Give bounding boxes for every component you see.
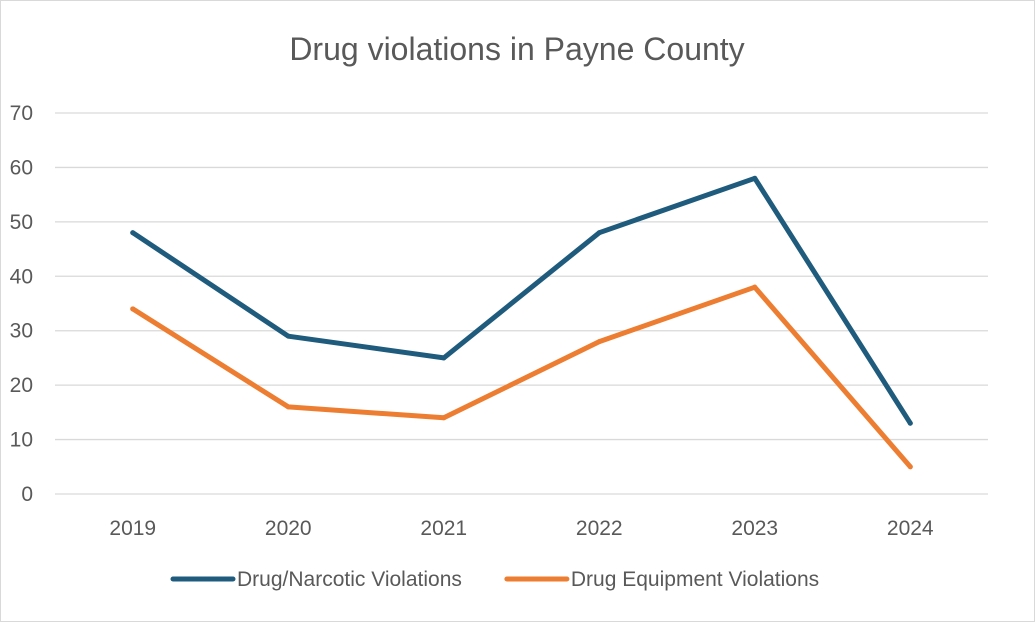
data-point	[752, 284, 758, 290]
y-tick-label: 60	[10, 156, 33, 179]
y-axis-ticks: 0 10 20 30 40 50 60 70	[10, 102, 33, 506]
legend-item-1: Drug/Narcotic Violations	[170, 568, 462, 591]
data-point	[907, 420, 913, 426]
y-tick-label: 70	[10, 102, 33, 125]
data-point	[130, 230, 136, 236]
gridlines	[55, 112, 988, 495]
y-tick-label: 10	[10, 429, 33, 452]
data-point	[596, 230, 602, 236]
chart-title: Drug violations in Payne County	[289, 31, 744, 67]
y-tick-label: 30	[10, 320, 33, 343]
legend: Drug/Narcotic Violations Drug Equipment V…	[170, 568, 819, 591]
data-point	[907, 464, 913, 470]
y-tick-label: 20	[10, 374, 33, 397]
legend-item-2: Drug Equipment Violations	[504, 568, 819, 591]
legend-label: Drug/Narcotic Violations	[237, 568, 462, 591]
x-axis-ticks: 2019 2020 2021 2022 2023 2024	[109, 517, 934, 540]
x-tick-label: 2022	[576, 517, 623, 540]
y-tick-label: 0	[21, 483, 33, 506]
series-line-2	[130, 284, 913, 470]
data-point	[285, 404, 291, 410]
x-tick-label: 2023	[731, 517, 778, 540]
data-point	[752, 175, 758, 181]
data-point	[441, 355, 447, 361]
data-point	[596, 339, 602, 345]
x-tick-label: 2021	[420, 517, 467, 540]
data-point	[285, 333, 291, 339]
x-tick-label: 2024	[887, 517, 934, 540]
legend-label: Drug Equipment Violations	[571, 568, 819, 591]
data-point	[441, 415, 447, 421]
x-tick-label: 2020	[265, 517, 312, 540]
y-tick-label: 40	[10, 265, 33, 288]
data-point	[130, 306, 136, 312]
y-tick-label: 50	[10, 211, 33, 234]
series-line-1	[130, 175, 913, 426]
series-lines	[130, 175, 913, 470]
x-tick-label: 2019	[109, 517, 156, 540]
